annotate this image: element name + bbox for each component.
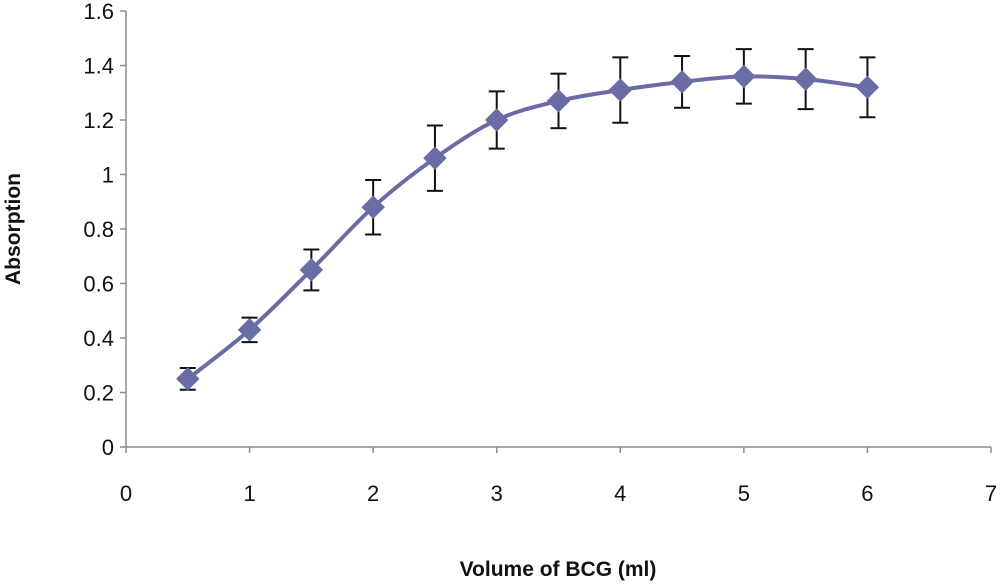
x-tick-label: 1 [243,481,255,506]
data-point-marker [423,146,447,170]
data-point-marker [608,78,632,102]
x-tick-label: 7 [985,481,997,506]
y-tick-label: 1.6 [83,0,114,24]
y-tick-label: 0.8 [83,217,114,242]
data-markers [176,64,880,391]
data-point-marker [176,367,200,391]
series-line [185,74,870,381]
series-layer [185,74,870,381]
data-point-marker [546,89,571,113]
tick-labels: 0 0.2 0.4 0.6 0.8 1 1.2 1.4 1.6 0 1 2 3 4 5 6 7 [83,0,997,506]
y-axis-title: Absorption [2,173,25,285]
data-point-marker [237,318,262,342]
y-tick-label: 0.2 [83,381,114,406]
error-bars [179,48,876,391]
x-tick-label: 2 [367,481,379,506]
y-tick-label: 1 [102,163,114,188]
y-tick-label: 0.4 [83,326,114,351]
x-tick-label: 0 [120,481,132,506]
data-point-marker [732,64,756,89]
x-axis-title: Volume of BCG (ml) [460,558,657,581]
data-point-marker [855,75,880,100]
data-point-marker [299,258,324,282]
x-tick-label: 6 [861,481,873,506]
y-tick-label: 1.2 [83,108,114,133]
data-point-marker [793,67,818,91]
y-tick-label: 0.6 [83,272,114,297]
axes [120,10,992,453]
x-tick-label: 3 [491,481,503,506]
y-tick-label: 0 [102,435,114,460]
data-point-marker [361,195,385,219]
x-tick-label: 4 [614,481,626,506]
x-tick-label: 5 [738,481,750,506]
y-tick-label: 1.4 [83,54,114,79]
data-point-marker [485,108,509,132]
data-point-marker [670,70,694,94]
